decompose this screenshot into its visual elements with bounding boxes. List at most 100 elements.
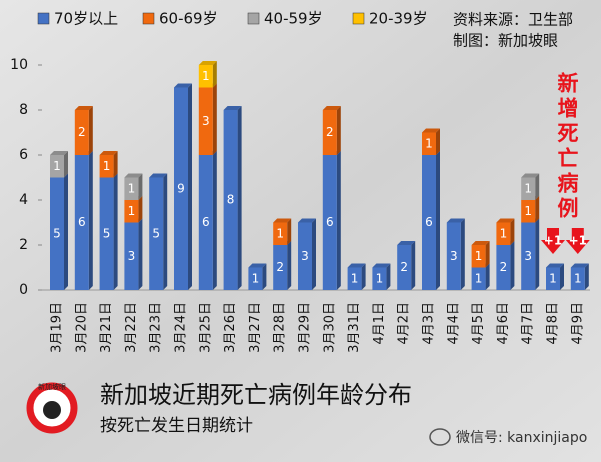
- bar: [50, 177, 64, 290]
- y-tick-label: 6: [19, 147, 28, 163]
- data-label: 6: [78, 215, 86, 229]
- bar: [322, 155, 337, 290]
- bar-side: [138, 173, 143, 200]
- y-tick-label: 10: [10, 57, 28, 73]
- bar-top: [471, 241, 490, 245]
- data-label: 1: [524, 181, 532, 195]
- wechat-icon: [429, 428, 451, 446]
- bar-top: [198, 61, 217, 65]
- bar-top: [99, 151, 118, 155]
- bar: [446, 222, 461, 290]
- bar-side: [436, 128, 440, 155]
- data-label: 1: [351, 271, 359, 285]
- bar: [521, 200, 536, 223]
- bar: [198, 155, 213, 290]
- bar-side: [262, 263, 267, 290]
- bar: [521, 177, 536, 200]
- bar-side: [535, 218, 540, 290]
- bar-top: [322, 106, 341, 110]
- data-label: 1: [252, 271, 260, 285]
- legend-label: 20-39岁: [369, 10, 428, 28]
- bar-side: [212, 61, 217, 88]
- data-label: 5: [152, 226, 160, 240]
- bar-top: [422, 128, 440, 133]
- bar-top: [521, 173, 540, 178]
- data-label: 3: [301, 249, 309, 263]
- x-tick-label: 3月22日: [124, 302, 139, 353]
- bar-side: [88, 151, 93, 290]
- bar: [422, 132, 436, 155]
- data-label: 1: [202, 69, 210, 83]
- x-tick-label: 4月3日: [422, 302, 437, 345]
- bar-side: [361, 263, 366, 290]
- data-label: 2: [276, 260, 284, 274]
- bar-top: [347, 263, 366, 268]
- side-note: 新增死亡病例: [555, 71, 579, 222]
- x-tick-label: 3月21日: [99, 302, 114, 353]
- chart-title: 新加坡近期死亡病例年龄分布: [100, 381, 412, 409]
- data-label: 2: [326, 125, 334, 139]
- data-label: 3: [128, 249, 136, 263]
- legend-swatch: [37, 12, 50, 25]
- legend-label: 60-69岁: [159, 10, 218, 28]
- data-label: 1: [475, 271, 483, 285]
- data-label: 9: [177, 181, 185, 195]
- bar-side: [287, 218, 292, 245]
- x-tick-label: 3月28日: [273, 302, 288, 353]
- bar-side: [411, 241, 416, 290]
- bar: [322, 110, 337, 155]
- bar: [99, 155, 114, 178]
- bar: [74, 155, 89, 290]
- bar: [198, 87, 213, 155]
- bar-side: [510, 241, 515, 290]
- x-tick-label: 4月9日: [570, 302, 585, 345]
- bar-top: [248, 263, 267, 268]
- bar: [273, 222, 288, 245]
- x-tick-label: 3月23日: [149, 302, 164, 353]
- bar: [298, 222, 312, 290]
- x-tick-label: 4月7日: [521, 302, 536, 345]
- legend-swatch: [352, 12, 365, 25]
- bar: [198, 65, 213, 88]
- data-label: 3: [202, 114, 210, 128]
- bar: [74, 110, 89, 155]
- chart-subtitle: 按死亡发生日期统计: [100, 416, 253, 436]
- bar-side: [485, 241, 490, 268]
- x-tick-label: 3月27日: [248, 302, 263, 353]
- y-tick-label: 4: [19, 192, 28, 208]
- bar-side: [138, 196, 143, 223]
- watermark: 微信号: kanxinjiapo: [456, 430, 587, 446]
- data-label: 6: [425, 215, 433, 229]
- data-label: 2: [400, 260, 408, 274]
- bar-side: [237, 106, 242, 290]
- annotation: +1: [544, 234, 562, 248]
- logo-eye: [43, 401, 61, 419]
- bar-top: [174, 83, 192, 88]
- bar-top: [397, 241, 416, 245]
- data-label: 1: [425, 136, 433, 150]
- x-tick-label: 3月19日: [50, 302, 65, 353]
- data-label: 1: [500, 226, 508, 240]
- bar-side: [163, 173, 168, 290]
- bar: [149, 177, 164, 290]
- legend-swatch: [247, 12, 260, 25]
- data-label: 1: [376, 271, 384, 285]
- bar-side: [336, 106, 341, 155]
- bar: [50, 155, 64, 178]
- bar: [124, 177, 139, 200]
- bar-side: [560, 263, 564, 290]
- bar-side: [138, 218, 143, 290]
- bar: [397, 245, 412, 290]
- bar-top: [570, 263, 589, 268]
- x-tick-label: 3月24日: [174, 302, 189, 353]
- y-tick-label: 0: [19, 282, 28, 298]
- x-tick-label: 4月8日: [546, 302, 561, 345]
- bar-top: [372, 263, 391, 268]
- x-tick-label: 4月1日: [372, 302, 387, 345]
- data-label: 1: [128, 204, 136, 218]
- x-tick-label: 3月25日: [198, 302, 213, 353]
- bar: [174, 87, 188, 290]
- data-label: 8: [227, 193, 235, 207]
- x-tick-label: 4月4日: [446, 302, 461, 345]
- bar: [546, 267, 560, 290]
